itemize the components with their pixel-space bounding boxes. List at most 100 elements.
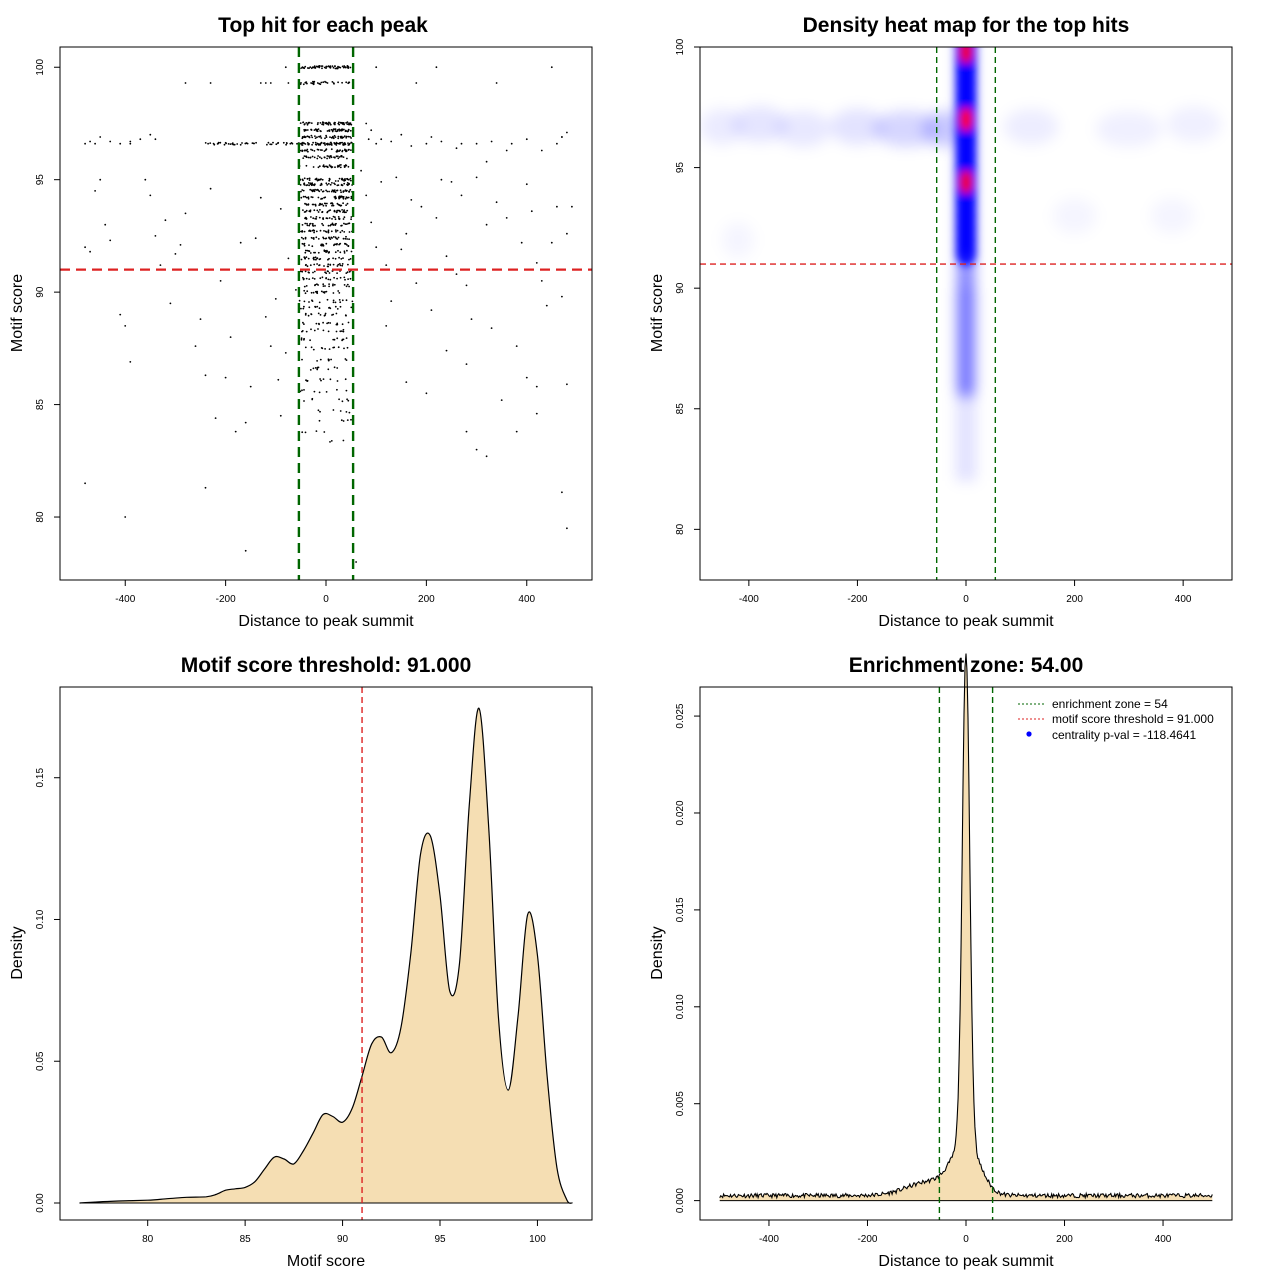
scatter-point bbox=[323, 165, 326, 168]
scatter-point bbox=[329, 136, 331, 139]
scatter-point bbox=[217, 142, 220, 145]
scatter-point bbox=[490, 140, 493, 143]
scatter-point bbox=[500, 399, 503, 401]
scatter-point bbox=[319, 277, 322, 280]
scatter-point bbox=[465, 430, 468, 433]
heatmap-faint-cell bbox=[775, 111, 831, 147]
scatter-point bbox=[475, 176, 478, 179]
scatter-point bbox=[339, 210, 341, 213]
scatter-point bbox=[346, 182, 349, 184]
scatter-point bbox=[336, 150, 339, 152]
scatter-point bbox=[291, 142, 294, 145]
scatter-point bbox=[336, 367, 339, 369]
scatter-point bbox=[343, 166, 346, 169]
scatter-point bbox=[324, 230, 327, 233]
scatter-point bbox=[347, 165, 350, 168]
scatter-point bbox=[328, 348, 331, 350]
scatter-point bbox=[305, 209, 308, 212]
scatter-point bbox=[343, 231, 346, 233]
legend-centrality-point bbox=[1026, 731, 1032, 737]
scatter-point bbox=[300, 307, 302, 310]
scatter-point bbox=[348, 222, 351, 225]
scatter-point bbox=[347, 399, 350, 402]
scatter-point bbox=[342, 218, 345, 220]
scatter-point bbox=[485, 455, 488, 458]
scatter-point bbox=[331, 65, 334, 67]
scatter-point bbox=[304, 81, 307, 84]
scatter-point bbox=[318, 178, 321, 181]
scatter-point bbox=[341, 65, 344, 68]
scatter-point bbox=[314, 283, 317, 286]
scatter-point bbox=[306, 177, 309, 180]
scatter-point bbox=[343, 190, 345, 193]
scatter-point bbox=[219, 280, 222, 282]
scatter-point bbox=[318, 391, 321, 394]
heatmap-density-cells bbox=[700, 47, 1222, 482]
scatter-point bbox=[320, 379, 322, 382]
scatter-point bbox=[306, 290, 309, 293]
scatter-point bbox=[325, 65, 328, 68]
scatter-point bbox=[311, 196, 314, 199]
scatter-point bbox=[289, 142, 292, 145]
scatter-point bbox=[336, 209, 338, 212]
x-tick-label: 85 bbox=[240, 1234, 252, 1245]
scatter-point bbox=[304, 312, 307, 315]
scatter-point bbox=[318, 165, 321, 168]
heatmap-faint-cell bbox=[700, 108, 744, 145]
scatter-point bbox=[316, 209, 319, 212]
scatter-point bbox=[324, 149, 327, 152]
scatter-point bbox=[129, 361, 132, 363]
scatter-point bbox=[308, 135, 310, 138]
scatter-point bbox=[244, 549, 247, 552]
scatter-point bbox=[284, 66, 287, 69]
scatter-point bbox=[333, 366, 336, 369]
scatter-point bbox=[272, 141, 274, 144]
scatter-point bbox=[325, 272, 328, 275]
scatter-point bbox=[347, 67, 350, 69]
y-tick-label: 80 bbox=[35, 511, 46, 523]
scatter-point bbox=[305, 204, 308, 206]
scatter-point bbox=[566, 383, 568, 386]
scatter-point bbox=[304, 143, 307, 145]
scatter-point bbox=[314, 256, 317, 259]
scatter-point bbox=[310, 346, 313, 349]
scatter-point bbox=[84, 142, 86, 145]
score-density-curve bbox=[79, 707, 573, 1204]
scatter-point bbox=[338, 217, 341, 220]
scatter-point bbox=[340, 155, 343, 158]
scatter-point bbox=[304, 257, 306, 260]
scatter-point bbox=[302, 83, 305, 86]
scatter-point bbox=[339, 264, 342, 267]
scatter-point bbox=[325, 143, 328, 145]
scatter-point bbox=[322, 123, 325, 126]
scatter-point bbox=[346, 419, 349, 421]
scatter-point bbox=[335, 67, 338, 69]
scatter-point bbox=[328, 178, 331, 181]
scatter-point bbox=[315, 177, 318, 180]
scatter-point bbox=[332, 283, 334, 286]
scatter-point bbox=[312, 291, 315, 294]
scatter-point bbox=[300, 338, 303, 341]
scatter-point bbox=[349, 188, 352, 191]
scatter-point bbox=[345, 223, 348, 226]
scatter-point bbox=[320, 178, 322, 180]
scatter-point bbox=[336, 337, 339, 340]
scatter-point bbox=[307, 122, 309, 125]
scatter-point bbox=[335, 155, 338, 158]
scatter-point bbox=[342, 257, 344, 259]
scatter-point bbox=[345, 411, 348, 413]
scatter-point bbox=[375, 66, 378, 69]
scatter-point bbox=[318, 264, 320, 267]
scatter-point bbox=[308, 184, 310, 187]
scatter-point bbox=[329, 67, 332, 69]
x-tick-label: 100 bbox=[529, 1234, 546, 1245]
scatter-point bbox=[119, 313, 122, 316]
scatter-point bbox=[525, 183, 528, 186]
score-density-x-axis: 80 85 90 95 100 bbox=[142, 1220, 546, 1245]
scatter-points bbox=[84, 65, 573, 563]
scatter-point bbox=[304, 237, 307, 240]
scatter-point bbox=[345, 389, 348, 392]
scatter-point bbox=[312, 166, 315, 168]
scatter-point bbox=[337, 290, 340, 292]
heatmap-faint-cell bbox=[721, 221, 755, 258]
